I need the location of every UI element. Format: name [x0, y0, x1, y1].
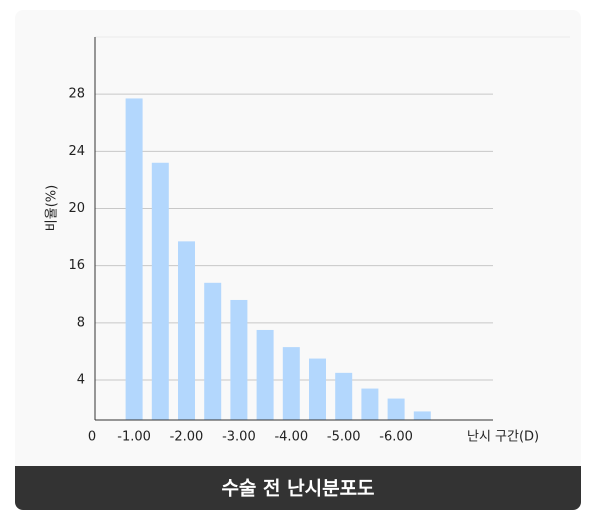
y-axis-label: 비율(%) [45, 185, 60, 231]
x-tick-label: -5.00 [327, 430, 361, 445]
x-tick-label: -2.00 [170, 430, 204, 445]
y-tick-label: 20 [68, 201, 85, 216]
bar [230, 299, 248, 420]
bar [335, 372, 353, 420]
bar [361, 388, 379, 420]
bar [387, 398, 405, 420]
title-bar [15, 466, 581, 510]
y-tick-label: 28 [68, 87, 85, 102]
y-tick-label: 16 [68, 258, 85, 273]
y-tick-label: 24 [68, 144, 85, 159]
bar [178, 241, 195, 420]
plot [95, 93, 493, 421]
y-tick-label: 4 [77, 372, 85, 387]
x-axis-label: 난시 구간(D) [467, 430, 539, 445]
x-tick-label: -1.00 [117, 430, 151, 445]
bar [256, 329, 274, 420]
x-tick-label: -6.00 [379, 430, 413, 445]
bar [282, 347, 300, 420]
x-tick-label: -3.00 [222, 430, 256, 445]
bar [125, 98, 143, 421]
x-tick-label: -4.00 [274, 430, 308, 445]
y-tick-label: 8 [77, 315, 85, 330]
bar [413, 411, 431, 420]
bar [151, 162, 169, 420]
chart-title: 수술 전 난시분포도 [221, 478, 374, 500]
bar [309, 358, 326, 420]
bar [204, 282, 222, 420]
x-origin-label: 0 [88, 430, 96, 445]
